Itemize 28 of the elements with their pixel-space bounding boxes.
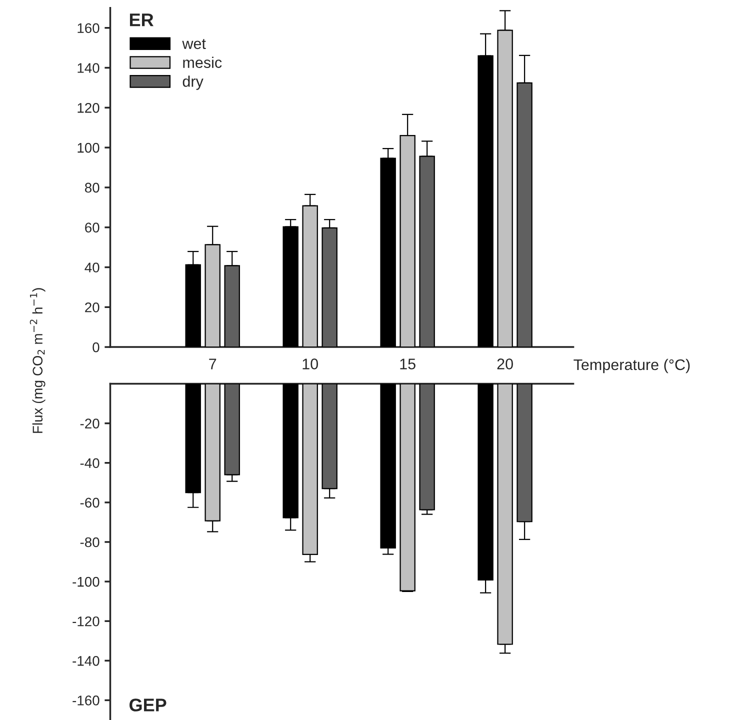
y-tick-label: 0 [92,342,100,352]
y-tick-label: 60 [85,222,100,233]
y-tick-label: -60 [80,498,100,508]
y-tick-label: -20 [80,418,100,428]
y-tick-label: -160 [72,696,100,706]
x-tick-label: 20 [497,358,513,370]
x-tick-label: 7 [209,358,216,370]
legend-label: wet [182,39,206,50]
legend-label: mesic [183,56,222,68]
legend-label: dry [182,76,204,90]
y-tick-label: -40 [80,458,100,468]
text: GEP [130,698,166,712]
chart-title: ER [130,14,154,26]
y-tick-label: 20 [85,302,100,312]
y-tick-label: 160 [78,23,100,34]
y-tick-label: 80 [84,182,100,193]
y-tick-label: -100 [72,576,100,587]
x-axis-title: Temperature (°C) [574,358,690,374]
x-tick-label: 10 [302,358,318,370]
y-tick-label: 120 [78,102,100,113]
y-tick-label: -120 [72,616,100,626]
x-tick-label: 15 [400,358,416,370]
y-tick-label: 40 [84,262,100,272]
y-tick-label: -80 [80,537,100,548]
y-axis-title: Flux (mg CO$_{2}$ m$^{−2}$ h$^{−1}$) [30,288,46,433]
y-tick-label: 140 [78,63,100,73]
y-tick-label: 100 [78,142,100,153]
y-tick-label: -140 [72,656,100,666]
